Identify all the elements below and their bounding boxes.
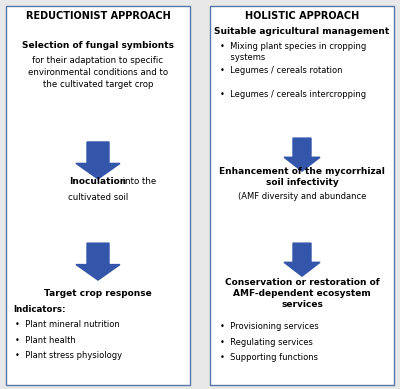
Polygon shape [284,138,320,171]
Text: •  Plant health: • Plant health [15,336,76,345]
Text: •  Regulating services: • Regulating services [220,338,313,347]
Text: •  Supporting functions: • Supporting functions [220,353,318,362]
Text: HOLISTIC APPROACH: HOLISTIC APPROACH [245,11,359,21]
Text: cultivated soil: cultivated soil [68,193,128,202]
Text: Selection of fungal symbionts: Selection of fungal symbionts [22,41,174,50]
Text: •  Legumes / cereals rotation: • Legumes / cereals rotation [220,66,342,75]
Text: into the: into the [120,177,156,186]
Text: •  Provisioning services: • Provisioning services [220,322,319,331]
Text: Target crop response: Target crop response [44,289,152,298]
Text: (AMF diversity and abundance: (AMF diversity and abundance [238,192,366,201]
Text: Suitable agricultural management: Suitable agricultural management [214,27,390,36]
Text: •  Plant mineral nutrition: • Plant mineral nutrition [15,320,120,329]
Polygon shape [76,243,120,280]
Polygon shape [76,142,120,179]
Text: REDUCTIONIST APPROACH: REDUCTIONIST APPROACH [26,11,170,21]
Text: Inoculation: Inoculation [69,177,127,186]
Text: •  Legumes / cereals intercropping: • Legumes / cereals intercropping [220,90,366,99]
Polygon shape [284,243,320,276]
Text: Indicators:: Indicators: [13,305,66,314]
Text: for their adaptation to specific
environmental conditions and to
the cultivated : for their adaptation to specific environ… [28,56,168,89]
Text: Conservation or restoration of
AMF-dependent ecosystem
services: Conservation or restoration of AMF-depen… [225,278,379,309]
FancyBboxPatch shape [6,6,190,385]
Text: •  Mixing plant species in cropping
    systems: • Mixing plant species in cropping syste… [220,42,366,62]
FancyBboxPatch shape [210,6,394,385]
Text: Enhancement of the mycorrhizal
soil infectivity: Enhancement of the mycorrhizal soil infe… [219,167,385,187]
Text: •  Plant stress physiology: • Plant stress physiology [15,351,122,360]
